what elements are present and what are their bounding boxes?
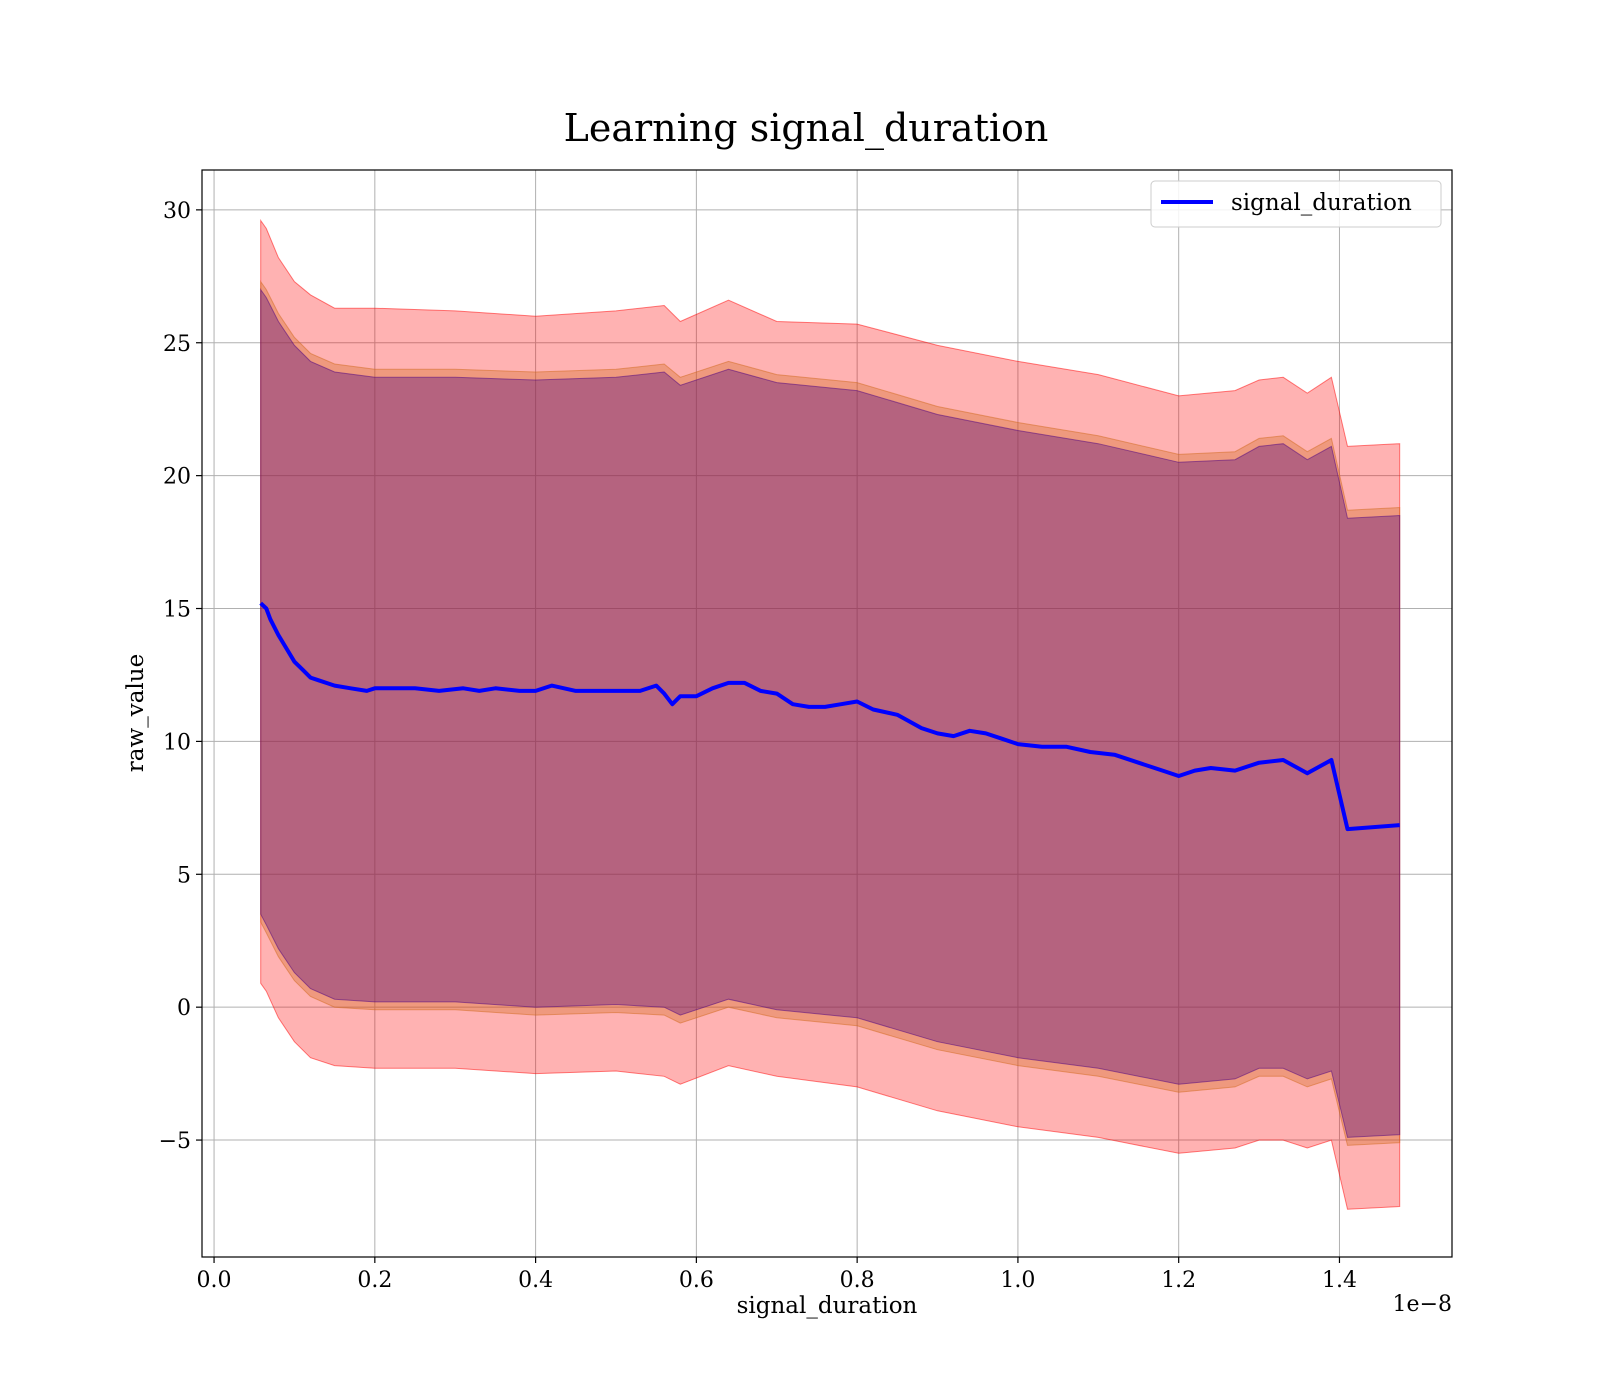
x-tick-label: 0.2 — [357, 1268, 392, 1293]
y-tick-label: 30 — [163, 199, 191, 224]
y-tick-label: −5 — [159, 1129, 191, 1154]
series-line-signal_duration — [259, 601, 1400, 832]
band-middle — [260, 280, 1401, 1146]
x-tick-label: 0.8 — [840, 1268, 875, 1293]
band-outer — [260, 218, 1401, 1210]
x-axis-label: signal_duration — [737, 1293, 918, 1319]
legend-label: signal_duration — [1231, 190, 1412, 216]
legend: signal_duration — [1150, 180, 1442, 228]
y-tick-label: 15 — [163, 598, 191, 623]
y-axis-ticks: −5 0 5 10 15 20 25 30 — [159, 199, 202, 1154]
x-tick-label: 0.6 — [679, 1268, 714, 1293]
grid — [202, 170, 1452, 1257]
band-inner — [260, 288, 1401, 1138]
chart-title: Learning signal_duration — [564, 106, 1049, 151]
y-axis-label: raw_value — [123, 654, 149, 772]
legend-box — [1150, 180, 1442, 228]
y-tick-label: 10 — [163, 730, 191, 755]
x-tick-label: 0.0 — [197, 1268, 232, 1293]
x-tick-label: 1.2 — [1161, 1268, 1196, 1293]
y-tick-label: 5 — [177, 863, 191, 888]
bands — [260, 218, 1401, 1210]
x-axis-ticks: 0.0 0.2 0.4 0.6 0.8 1.0 1.2 1.4 — [197, 1257, 1357, 1293]
x-tick-label: 0.4 — [518, 1268, 553, 1293]
x-axis-offset-label: 1e−8 — [1393, 1292, 1452, 1317]
y-tick-label: 20 — [163, 465, 191, 490]
plot-frame — [201, 169, 1453, 1258]
y-tick-label: 0 — [177, 996, 191, 1021]
y-tick-label: 25 — [163, 332, 191, 357]
x-tick-label: 1.4 — [1322, 1268, 1357, 1293]
x-tick-label: 1.0 — [1000, 1268, 1035, 1293]
series — [259, 601, 1400, 832]
